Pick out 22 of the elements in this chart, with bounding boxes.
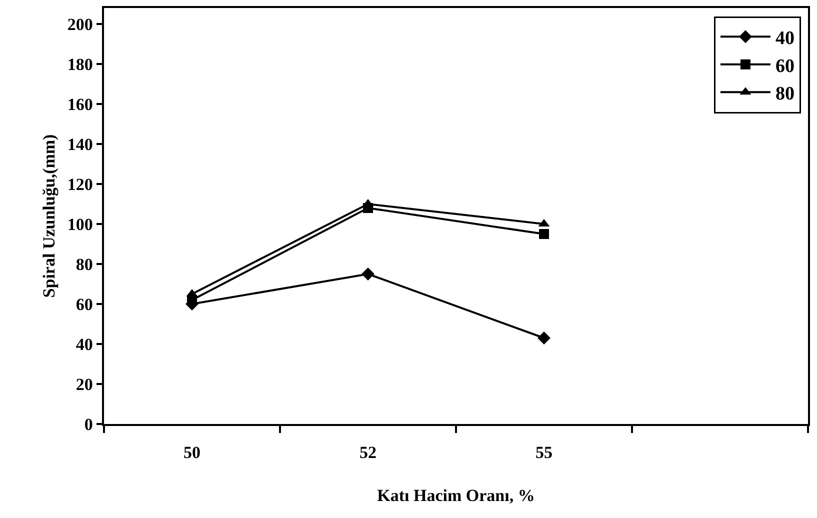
point bbox=[362, 268, 374, 280]
y-tick-label: 40 bbox=[76, 334, 93, 354]
y-tick-label: 80 bbox=[76, 254, 93, 274]
y-tick-label: 160 bbox=[67, 94, 93, 114]
legend-label: 80 bbox=[775, 83, 794, 104]
y-tick-label: 100 bbox=[67, 214, 93, 234]
x-tick-label: 50 bbox=[184, 443, 200, 462]
legend-label: 40 bbox=[775, 28, 794, 50]
y-tick-label: 120 bbox=[67, 174, 93, 194]
y-tick-label: 180 bbox=[67, 54, 93, 74]
y-tick-label: 140 bbox=[67, 134, 93, 154]
y-axis-title: Spiral Uzunluğu,(mm) bbox=[39, 134, 58, 298]
x-tick-label: 52 bbox=[360, 443, 376, 462]
x-axis-title: Katı Hacim Oranı, % bbox=[377, 486, 535, 506]
y-tick-label: 200 bbox=[67, 14, 93, 34]
y-tick-label: 60 bbox=[76, 294, 93, 314]
point bbox=[538, 332, 550, 344]
legend-label: 60 bbox=[775, 56, 794, 77]
y-tick-label: 0 bbox=[84, 414, 93, 434]
point bbox=[539, 229, 549, 239]
y-tick-label: 20 bbox=[76, 374, 93, 394]
x-tick-label: 55 bbox=[536, 443, 552, 462]
